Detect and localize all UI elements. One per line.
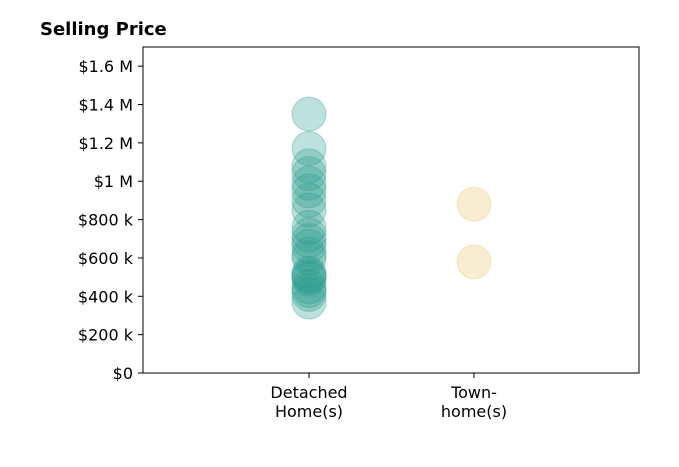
data-point-detached [291,223,327,259]
data-point-detached [291,255,327,291]
data-point-detached [291,131,327,167]
data-point-detached [291,284,327,320]
points-layer [291,96,492,320]
x-tick-label: Town- [450,383,497,402]
y-tick-label: $1.2 M [78,134,133,153]
data-point-detached [291,192,327,228]
x-tick-label: home(s) [441,402,507,421]
y-tick-label: $800 k [78,211,134,230]
data-point-detached [291,173,327,209]
data-point-detached [291,148,327,184]
data-point-detached [291,217,327,253]
plot-frame [142,46,640,374]
data-point-townhome [456,186,492,222]
data-point-detached [291,209,327,245]
y-tick-label: $1.6 M [78,57,133,76]
data-point-detached [291,182,327,218]
y-tick-label: $200 k [78,326,134,345]
data-point-detached [291,240,327,276]
x-tick-label: Home(s) [275,402,343,421]
data-point-detached [291,257,327,293]
y-tick-label: $600 k [78,249,134,268]
data-point-detached [291,276,327,312]
data-point-detached [291,259,327,295]
y-tick-label: $1.4 M [78,96,133,115]
data-point-detached [291,156,327,192]
data-point-detached [291,228,327,264]
chart-title: Selling Price [40,19,167,40]
data-point-townhome [456,244,492,280]
y-axis: $0 $200 k $400 k $600 k $800 k $1 M $1.2 M $1.4… [78,57,143,383]
data-point-detached [291,272,327,309]
x-tick-label: Detached [270,383,347,402]
data-point-detached [291,269,327,305]
data-point-detached [291,96,327,132]
data-point-detached [291,261,327,297]
y-tick-label: $400 k [78,287,134,306]
y-tick-label: $1 M [94,172,133,191]
data-point-detached [291,236,327,272]
y-tick-label: $0 [113,364,133,383]
data-point-detached [291,165,327,201]
